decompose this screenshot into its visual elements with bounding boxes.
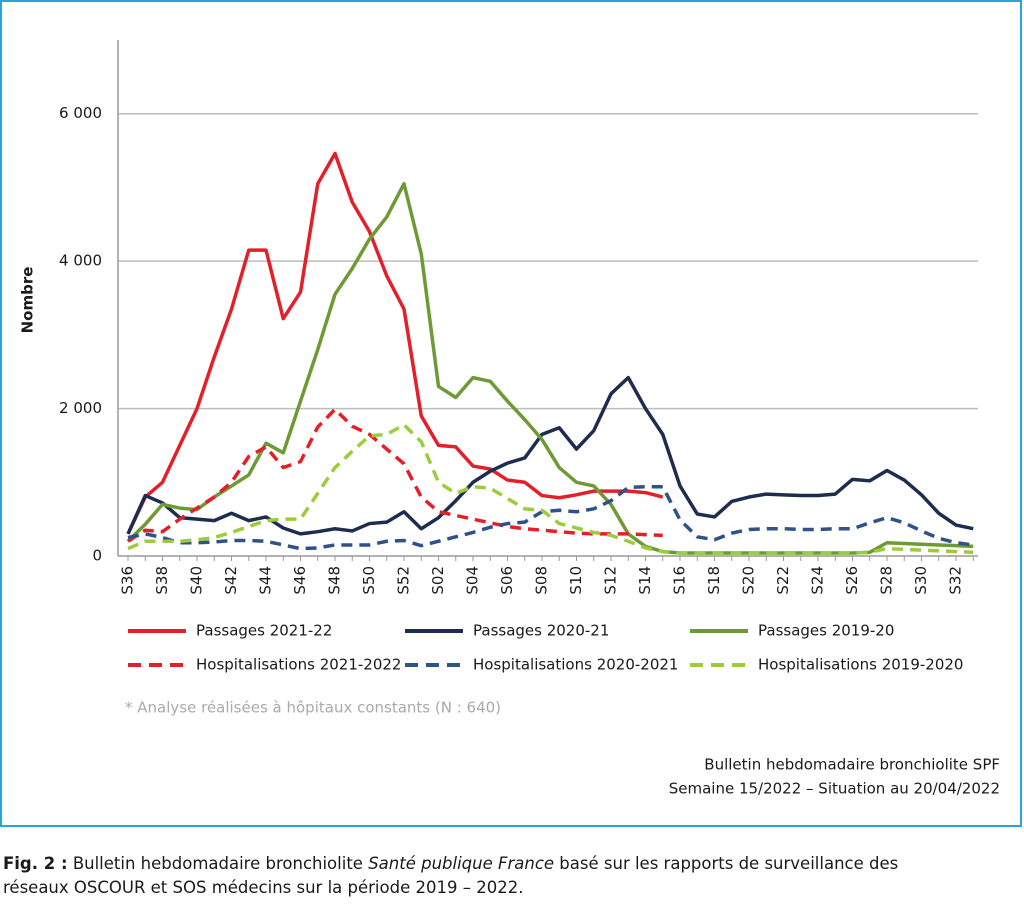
x-tick-label: S18 [705,566,723,595]
x-tick-label: S14 [636,566,654,595]
caption-text: basé sur les rapports de surveillance de… [554,854,899,873]
caption: Fig. 2 : Bulletin hebdomadaire bronchiol… [3,852,1023,900]
caption-text: Bulletin hebdomadaire bronchiolite [67,854,369,873]
x-tick-label: S42 [222,566,240,595]
chart: Nombre * Analyse réalisées à hôpitaux co… [0,0,1022,827]
x-tick-label: S44 [257,566,275,595]
series-line [126,151,664,535]
frame [0,0,1022,827]
y-tick-label: 4 000 [59,252,102,270]
x-tick-label: S48 [326,566,344,595]
series-line [127,484,974,551]
x-tick-label: S22 [774,566,792,595]
x-tick-label: S12 [602,566,620,595]
x-tick-label: S50 [360,566,378,595]
x-tick-label: S38 [153,566,171,595]
x-tick-label: S16 [671,566,689,595]
x-tick-label: S08 [533,566,551,595]
legend-label: Hospitalisations 2019-2020 [758,656,963,674]
series-line [127,407,663,543]
caption-italic: Santé publique France [368,854,555,873]
series-line [126,181,974,555]
x-tick-label: S26 [843,566,861,595]
legend-label: Passages 2020-21 [473,622,609,640]
x-tick-label: S52 [395,566,413,595]
footnote: * Analyse réalisées à hôpitaux constants… [125,699,501,717]
y-tick-label: 0 [92,547,102,565]
y-axis-label: Nombre [19,267,37,334]
y-tick-label: 6 000 [59,104,102,122]
legend-label: Passages 2019-20 [758,622,894,640]
series-line [127,423,974,555]
source: Semaine 15/2022 – Situation au 20/04/202… [669,780,1000,798]
x-tick-label: S30 [912,566,930,595]
caption-label: Fig. 2 : [3,854,68,873]
x-tick-label: S46 [291,566,309,595]
x-tick-label: S36 [119,566,137,595]
x-tick-label: S32 [947,566,965,595]
x-tick-label: S40 [188,566,206,595]
x-tick-label: S02 [429,566,447,595]
x-tick-label: S28 [878,566,896,595]
source: Bulletin hebdomadaire bronchiolite SPF [704,756,1000,774]
x-tick-label: S10 [567,566,585,595]
legend-label: Passages 2021-22 [196,622,332,640]
y-tick-label: 2 000 [59,399,102,417]
x-tick-label: S04 [464,566,482,595]
x-tick-label: S20 [740,566,758,595]
caption-text: réseaux OSCOUR et SOS médecins sur la pé… [3,878,524,897]
legend-label: Hospitalisations 2021-2022 [196,656,401,674]
x-tick-label: S24 [809,566,827,595]
x-tick-label: S06 [498,566,516,595]
legend-label: Hospitalisations 2020-2021 [473,656,678,674]
